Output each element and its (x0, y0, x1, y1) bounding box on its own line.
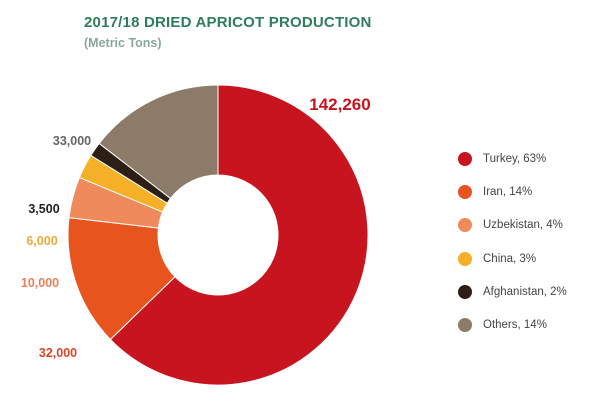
slice-turkey (109, 84, 369, 386)
legend-item-uzbekistan: Uzbekistan, 4% (458, 209, 593, 242)
value-label-afghanistan: 3,500 (28, 202, 59, 216)
legend-label-afghanistan: Afghanistan, 2% (483, 285, 567, 298)
value-label-china: 6,000 (26, 234, 57, 248)
legend-label-turkey: Turkey, 63% (483, 152, 547, 165)
legend-item-iran: Iran, 14% (458, 175, 593, 208)
legend-item-others: Others, 14% (458, 308, 593, 341)
value-label-uzbekistan: 10,000 (21, 276, 59, 290)
chart-title: 2017/18 DRIED APRICOT PRODUCTION (84, 14, 372, 31)
legend: Turkey, 63% Iran, 14% Uzbekistan, 4% Chi… (458, 142, 593, 342)
value-label-iran: 32,000 (39, 346, 77, 360)
legend-swatch-turkey (458, 151, 472, 166)
slice-others (98, 84, 219, 200)
legend-label-uzbekistan: Uzbekistan, 4% (483, 219, 563, 232)
legend-swatch-uzbekistan (458, 218, 472, 233)
legend-item-china: China, 3% (458, 242, 593, 275)
legend-swatch-others (458, 318, 472, 333)
value-label-turkey: 142,260 (309, 95, 370, 114)
legend-label-china: China, 3% (483, 252, 537, 265)
legend-swatch-iran (458, 184, 472, 199)
legend-swatch-afghanistan (458, 284, 472, 299)
legend-label-others: Others, 14% (483, 319, 547, 332)
value-label-others: 33,000 (53, 134, 91, 148)
slice-iran (67, 217, 176, 341)
legend-item-turkey: Turkey, 63% (458, 142, 593, 175)
legend-item-afghanistan: Afghanistan, 2% (458, 275, 593, 308)
legend-swatch-china (458, 251, 472, 266)
legend-label-iran: Iran, 14% (483, 185, 533, 198)
chart-subtitle: (Metric Tons) (84, 36, 162, 50)
